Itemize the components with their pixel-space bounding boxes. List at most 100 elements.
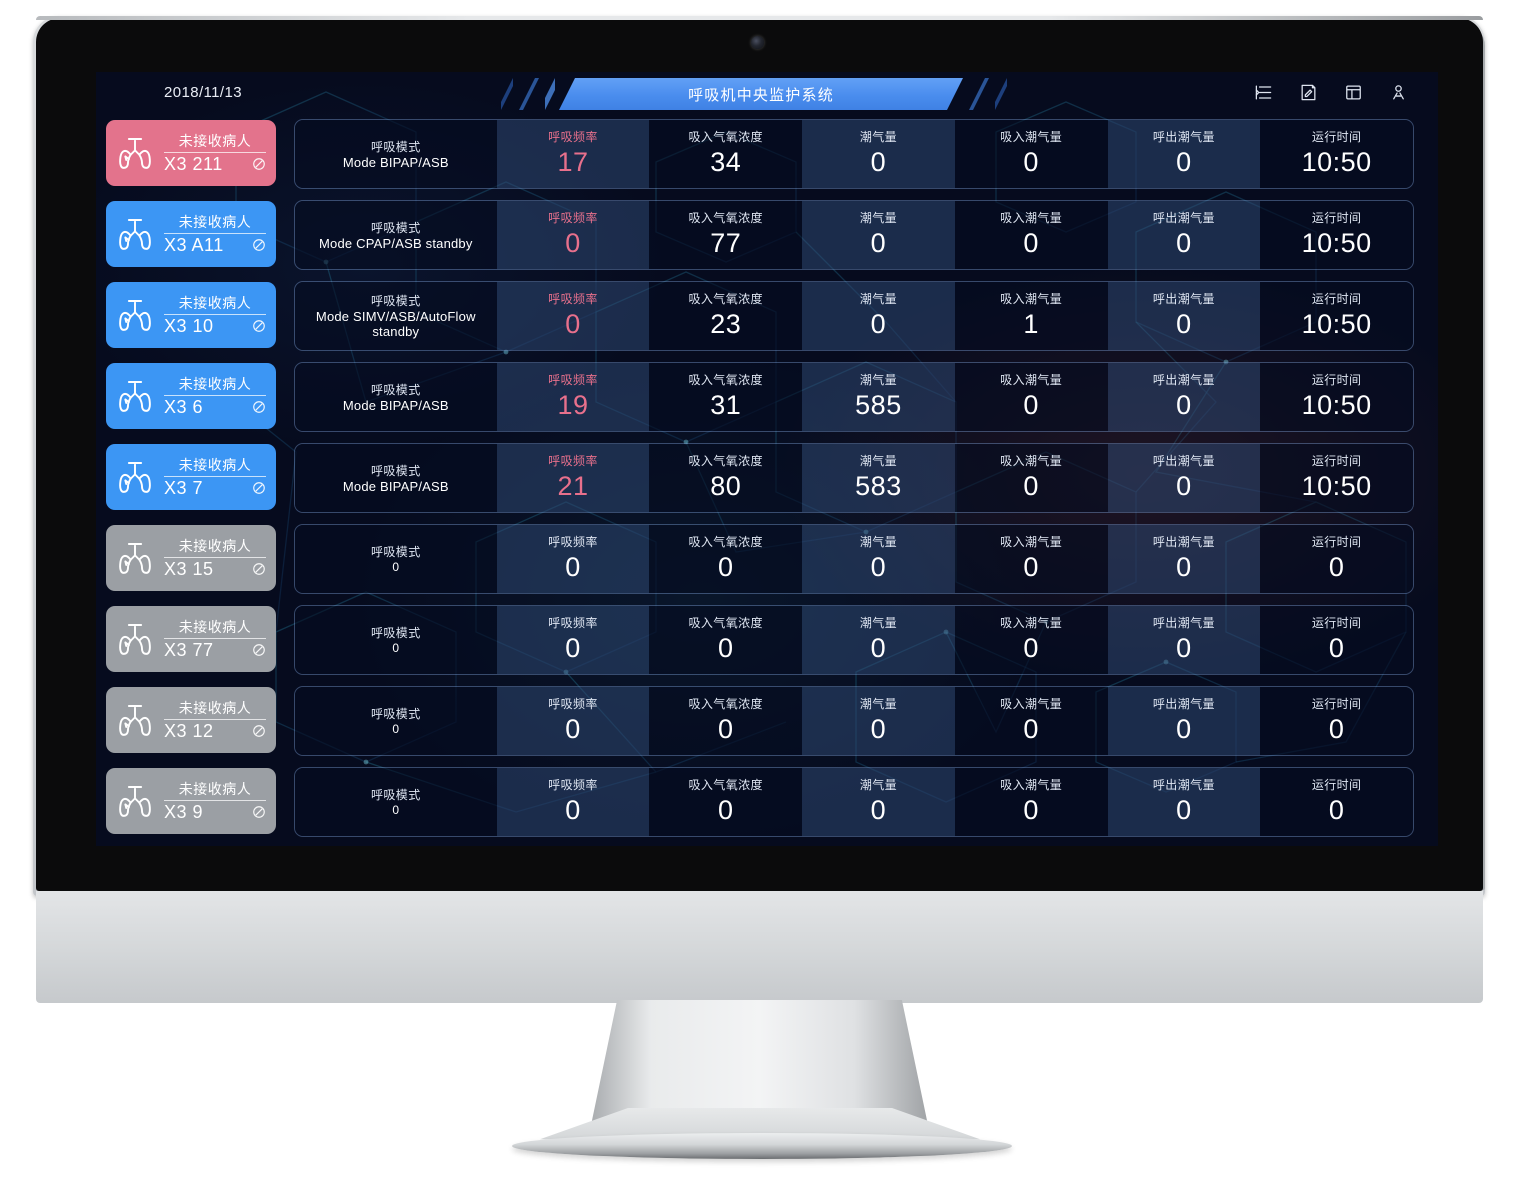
patient-id-line: X3 77 [162,640,268,661]
monitor-chin [36,891,1483,1003]
metrics-strip: 呼吸模式 Mode BIPAP/ASB 呼吸频率 21 吸入气氧浓度 80 潮气量 5… [294,443,1414,513]
table-row[interactable]: 未接收病人 X3 15 呼吸模式 0 呼吸频率 0 吸入气氧浓度 0 潮气量 0 吸入潮… [96,521,1438,595]
list-tree-icon[interactable] [1254,83,1273,102]
metric-label-runtime: 运行时间 [1311,697,1362,711]
metric-value-tidal_in: 0 [1023,633,1039,663]
metric-label-fio2: 吸入气氧浓度 [688,778,763,792]
patient-id-line: X3 12 [162,721,268,742]
patient-card-info: 未接收病人 X3 7 [162,456,268,499]
patient-card-info: 未接收病人 X3 6 [162,375,268,418]
metric-cell-tidal_out: 呼出潮气量 0 [1107,687,1261,755]
patient-card[interactable]: 未接收病人 X3 12 [106,687,276,753]
patient-card-info: 未接收病人 X3 77 [162,618,268,661]
metric-value-tidal_in: 0 [1023,471,1039,501]
metric-value-fio2: 80 [710,471,742,501]
metric-value-rate: 0 [565,714,581,744]
metrics-strip: 呼吸模式 Mode BIPAP/ASB 呼吸频率 19 吸入气氧浓度 31 潮气量 5… [294,362,1414,432]
device-id-label: X3 7 [164,477,204,498]
patient-card-info: 未接收病人 X3 15 [162,537,268,580]
patient-status-label: 未接收病人 [178,132,252,149]
metric-label-rate: 呼吸频率 [548,697,598,711]
patient-status-label: 未接收病人 [178,618,252,635]
patient-card[interactable]: 未接收病人 X3 6 [106,363,276,429]
metric-cell-runtime: 运行时间 10:50 [1260,282,1413,350]
metric-value-rate: 21 [557,471,589,501]
table-row[interactable]: 未接收病人 X3 10 呼吸模式 Mode SIMV/ASB/AutoFlow … [96,278,1438,352]
metric-label-mode: 呼吸模式 [371,706,421,721]
metric-cell-rate: 呼吸频率 0 [496,525,650,593]
table-row[interactable]: 未接收病人 X3 A11 呼吸模式 Mode CPAP/ASB standby 呼… [96,197,1438,271]
metric-cell-mode: 呼吸模式 0 [295,606,497,674]
blocked-icon [252,724,266,738]
blocked-icon [252,643,266,657]
metric-value-mode: Mode SIMV/ASB/AutoFlow standby [315,309,476,339]
patient-card[interactable]: 未接收病人 X3 7 [106,444,276,510]
metric-value-mode: 0 [392,559,400,574]
blocked-icon [252,400,266,414]
metric-value-tidal_in: 0 [1023,228,1039,258]
metric-cell-tidal: 潮气量 0 [802,282,955,350]
metric-value-runtime: 0 [1328,714,1345,744]
monitor-top-highlight [36,16,1483,20]
metric-cell-runtime: 运行时间 0 [1260,606,1413,674]
metric-cell-tidal: 潮气量 585 [802,363,955,431]
lung-icon [114,294,156,336]
metric-label-tidal_in: 吸入潮气量 [1000,292,1063,306]
blocked-icon [252,157,266,171]
metric-value-runtime: 10:50 [1301,390,1372,420]
metric-cell-rate: 呼吸频率 0 [496,768,650,836]
table-row[interactable]: 未接收病人 X3 77 呼吸模式 0 呼吸频率 0 吸入气氧浓度 0 潮气量 0 吸入潮… [96,602,1438,676]
metric-cell-tidal_in: 吸入潮气量 0 [954,363,1108,431]
patient-card-divider [164,556,266,558]
metric-cell-runtime: 运行时间 10:50 [1260,120,1413,188]
patient-card[interactable]: 未接收病人 X3 77 [106,606,276,672]
lung-icon [114,780,156,822]
metric-cell-tidal: 潮气量 583 [802,444,955,512]
metric-cell-tidal: 潮气量 0 [802,120,955,188]
metric-label-fio2: 吸入气氧浓度 [688,454,763,468]
layout-panel-icon[interactable] [1344,83,1363,102]
metric-value-tidal: 0 [870,309,887,339]
metric-label-runtime: 运行时间 [1311,130,1362,144]
patient-card-info: 未接收病人 X3 12 [162,699,268,742]
metric-cell-fio2: 吸入气氧浓度 0 [649,768,803,836]
table-row[interactable]: 未接收病人 X3 211 呼吸模式 Mode BIPAP/ASB 呼吸频率 17 吸… [96,116,1438,190]
patient-card-divider [164,718,266,720]
metric-label-mode: 呼吸模式 [371,382,421,397]
metric-cell-tidal_in: 吸入潮气量 0 [954,768,1108,836]
metric-label-rate: 呼吸频率 [548,373,598,387]
metric-value-tidal_in: 0 [1023,147,1039,177]
metric-cell-tidal_out: 呼出潮气量 0 [1107,120,1261,188]
metric-cell-mode: 呼吸模式 Mode SIMV/ASB/AutoFlow standby [295,282,497,350]
patient-card[interactable]: 未接收病人 X3 A11 [106,201,276,267]
metric-label-tidal_out: 呼出潮气量 [1152,373,1215,387]
patient-card[interactable]: 未接收病人 X3 15 [106,525,276,591]
metric-value-runtime: 0 [1328,795,1345,825]
metric-cell-rate: 呼吸频率 0 [496,282,650,350]
metric-value-tidal_out: 0 [1176,714,1192,744]
metric-label-tidal_out: 呼出潮气量 [1152,130,1215,144]
table-row[interactable]: 未接收病人 X3 12 呼吸模式 0 呼吸频率 0 吸入气氧浓度 0 潮气量 0 吸入潮… [96,683,1438,757]
metric-cell-tidal_in: 吸入潮气量 0 [954,606,1108,674]
patient-id-line: X3 A11 [162,235,268,256]
metric-cell-tidal_out: 呼出潮气量 0 [1107,363,1261,431]
metric-label-fio2: 吸入气氧浓度 [688,292,763,306]
table-row[interactable]: 未接收病人 X3 6 呼吸模式 Mode BIPAP/ASB 呼吸频率 19 吸入气… [96,359,1438,433]
metric-cell-fio2: 吸入气氧浓度 77 [649,201,803,269]
metric-cell-tidal_out: 呼出潮气量 0 [1107,444,1261,512]
metrics-strip: 呼吸模式 Mode CPAP/ASB standby 呼吸频率 0 吸入气氧浓度 7… [294,200,1414,270]
user-icon[interactable] [1389,83,1408,102]
patient-card[interactable]: 未接收病人 X3 9 [106,768,276,834]
table-row[interactable]: 未接收病人 X3 9 呼吸模式 0 呼吸频率 0 吸入气氧浓度 0 潮气量 0 吸入潮气… [96,764,1438,838]
patient-card[interactable]: 未接收病人 X3 211 [106,120,276,186]
patient-id-line: X3 9 [162,802,268,823]
device-id-label: X3 9 [164,801,204,822]
header-date: 2018/11/13 [164,84,242,101]
table-row[interactable]: 未接收病人 X3 7 呼吸模式 Mode BIPAP/ASB 呼吸频率 21 吸入气… [96,440,1438,514]
metric-label-rate: 呼吸频率 [548,535,598,549]
patient-card[interactable]: 未接收病人 X3 10 [106,282,276,348]
metric-value-rate: 0 [565,309,581,339]
edit-note-icon[interactable] [1299,83,1318,102]
metric-value-runtime: 0 [1328,633,1345,663]
metric-cell-rate: 呼吸频率 0 [496,201,650,269]
